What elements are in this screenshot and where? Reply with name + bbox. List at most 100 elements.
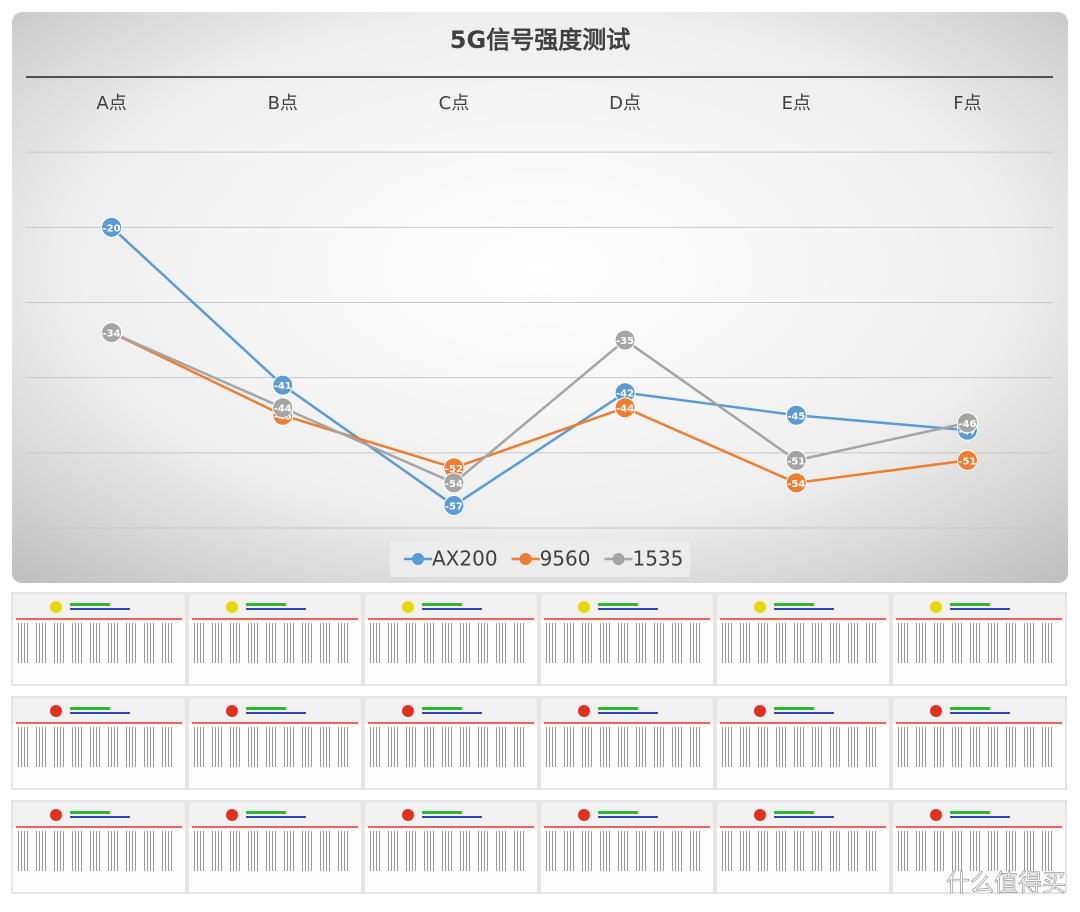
data-point [443, 472, 465, 494]
data-label: -57 [445, 501, 463, 512]
thumbnail-header [893, 698, 1065, 724]
thumbnail-bar [950, 816, 1010, 818]
data-label: -44 [616, 404, 634, 415]
data-label: -42 [616, 389, 634, 400]
data-label: -20 [103, 223, 121, 234]
thumbnail-icon [50, 601, 62, 613]
watermark: 什么值得买 [946, 869, 1066, 897]
thumbnail-icon [402, 601, 414, 613]
thumbnail-bar [774, 712, 834, 714]
data-label: -44 [274, 404, 292, 415]
thumbnail-header [541, 698, 713, 724]
thumbnail-bar [598, 603, 638, 606]
legend-label: 1535 [632, 547, 683, 571]
data-point [785, 404, 807, 426]
thumbnail-bar [70, 608, 130, 610]
legend-label: 9560 [540, 547, 591, 571]
thumbnail-header [717, 698, 889, 724]
thumbnail-bar [70, 603, 110, 606]
thumbnail-header [365, 594, 537, 620]
thumbnail-icon [226, 809, 238, 821]
thumbnail-header [541, 802, 713, 828]
thumbnail-header [13, 594, 185, 620]
thumbnail-icon [754, 601, 766, 613]
data-point [956, 449, 978, 471]
thumbnail-header [13, 802, 185, 828]
legend-marker [612, 553, 625, 565]
x-tick-label: A点 [96, 93, 126, 114]
thumbnail-bar [774, 707, 814, 710]
x-tick-label: F点 [953, 93, 981, 114]
thumbnail-header [893, 802, 1065, 828]
thumbnail-icon [50, 705, 62, 717]
screenshot-thumbnails [11, 592, 1067, 894]
thumbnail-bar [70, 712, 130, 714]
thumbnail-icon [930, 601, 942, 613]
x-tick-label: B点 [268, 93, 298, 114]
thumbnail-header [189, 594, 361, 620]
thumbnail-bar [774, 816, 834, 818]
thumbnail-bar [70, 811, 110, 814]
thumbnail-bar [598, 811, 638, 814]
data-label: -54 [787, 479, 805, 490]
chart-title: 5G信号强度测试 [450, 26, 630, 54]
legend-marker [412, 553, 424, 565]
thumbnail-bar [70, 707, 110, 710]
thumbnail-header [189, 802, 361, 828]
legend-box [390, 541, 690, 577]
x-tick-label: E点 [782, 93, 811, 114]
thumbnail-header [541, 594, 713, 620]
thumbnail-bar [950, 603, 990, 606]
thumbnail-icon [754, 705, 766, 717]
thumbnail-bar [422, 712, 482, 714]
data-point [272, 374, 294, 396]
thumbnail-icon [402, 809, 414, 821]
data-label: -35 [616, 336, 634, 347]
thumbnail-bar [70, 816, 130, 818]
thumbnail-bar [246, 608, 306, 610]
thumbnail-bar [246, 816, 306, 818]
thumbnail-bar [246, 712, 306, 714]
data-label: -54 [445, 479, 463, 490]
series-line [111, 331, 968, 485]
thumbnail-bar [598, 608, 658, 610]
thumbnail-bar [598, 707, 638, 710]
legend-label: AX200 [432, 547, 498, 571]
data-point [272, 397, 294, 419]
chart-panel [12, 12, 1068, 583]
data-point [614, 329, 636, 351]
thumbnail-bar [950, 811, 990, 814]
thumbnail-header [717, 594, 889, 620]
thumbnail-bar [950, 608, 1010, 610]
thumbnail-bar [422, 608, 482, 610]
data-label: -41 [274, 381, 292, 392]
legend-marker [519, 553, 532, 565]
data-point [956, 412, 978, 434]
thumbnail-bar [246, 811, 286, 814]
data-point [101, 216, 123, 238]
thumbnail-header [189, 698, 361, 724]
thumbnail-header [717, 802, 889, 828]
data-label: -51 [787, 456, 805, 467]
data-label: -51 [958, 456, 976, 467]
thumbnail-icon [578, 809, 590, 821]
thumbnail-icon [578, 705, 590, 717]
series-line [111, 331, 968, 485]
thumbnail-bar [422, 707, 462, 710]
thumbnail-bar [598, 816, 658, 818]
thumbnail-bar [774, 811, 814, 814]
thumbnail-bar [774, 603, 814, 606]
thumbnail-icon [226, 601, 238, 613]
thumbnail-bar [246, 603, 286, 606]
thumbnail-icon [226, 705, 238, 717]
thumbnail-icon [578, 601, 590, 613]
x-tick-label: D点 [609, 93, 641, 114]
thumbnail-bar [774, 608, 834, 610]
thumbnail-bar [422, 811, 462, 814]
x-tick-label: C点 [439, 93, 470, 114]
thumbnail-icon [50, 809, 62, 821]
series-line [110, 226, 968, 507]
data-point [614, 397, 636, 419]
data-point [785, 449, 807, 471]
